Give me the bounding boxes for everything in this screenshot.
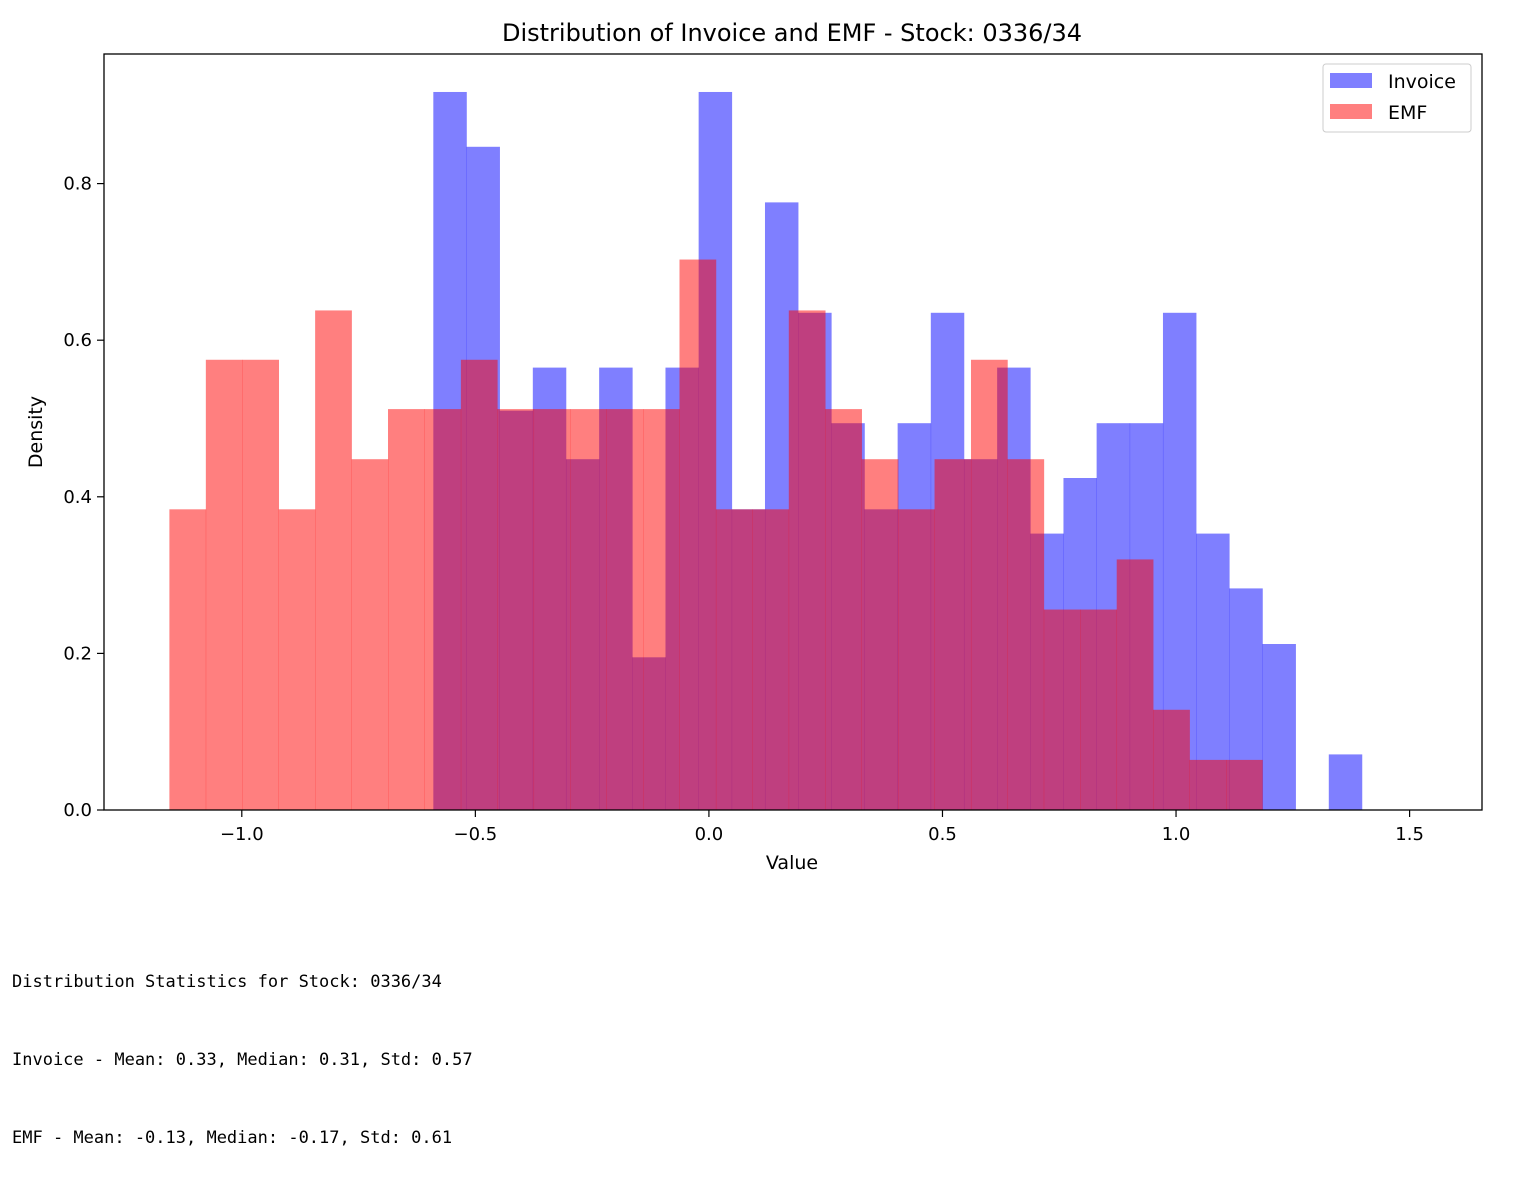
emf-bar bbox=[388, 409, 425, 810]
legend-label-emf: EMF bbox=[1388, 102, 1427, 124]
y-tick-label: 0.0 bbox=[63, 800, 92, 821]
y-tick-label: 0.6 bbox=[63, 330, 92, 351]
x-tick-label: 1.5 bbox=[1395, 824, 1424, 845]
emf-bar bbox=[497, 409, 535, 810]
y-axis-label: Density bbox=[25, 396, 47, 468]
emf-bar bbox=[1153, 709, 1190, 810]
emf-bar bbox=[825, 409, 862, 810]
emf-bar bbox=[1080, 609, 1118, 810]
emf-bar bbox=[460, 359, 498, 810]
stats-emf: EMF - Mean: -0.13, Median: -0.17, Std: 0… bbox=[12, 1128, 453, 1148]
emf-bar bbox=[242, 359, 280, 810]
chart-title: Distribution of Invoice and EMF - Stock:… bbox=[502, 19, 1082, 47]
invoice-bar bbox=[1262, 644, 1296, 810]
emf-bar bbox=[315, 310, 352, 810]
emf-bar bbox=[205, 359, 243, 810]
emf-bar bbox=[606, 409, 644, 810]
emf-bar bbox=[788, 310, 826, 810]
x-axis: −1.0 −0.5 0.0 0.5 1.0 1.5 bbox=[220, 810, 1424, 845]
emf-bar bbox=[169, 509, 207, 810]
x-tick-label: 1.0 bbox=[1162, 824, 1191, 845]
emf-bar bbox=[898, 509, 935, 810]
y-tick-label: 0.4 bbox=[63, 487, 92, 508]
emf-bar bbox=[934, 459, 972, 810]
emf-bar bbox=[715, 509, 753, 810]
emf-bars bbox=[169, 259, 1263, 811]
invoice-bar bbox=[1328, 754, 1363, 810]
emf-bar bbox=[1226, 759, 1263, 810]
emf-bar bbox=[1116, 559, 1154, 810]
stats-invoice: Invoice - Mean: 0.33, Median: 0.31, Std:… bbox=[12, 1050, 473, 1070]
legend-swatch-emf bbox=[1330, 104, 1372, 119]
statistics-output: Distribution Statistics for Stock: 0336/… bbox=[12, 917, 473, 1177]
plot-frame bbox=[103, 53, 1483, 811]
emf-bar bbox=[861, 459, 899, 810]
stats-heading: Distribution Statistics for Stock: 0336/… bbox=[12, 972, 442, 992]
legend-label-invoice: Invoice bbox=[1388, 71, 1456, 93]
emf-bar bbox=[752, 509, 790, 810]
emf-bar bbox=[424, 409, 462, 810]
y-tick-label: 0.8 bbox=[63, 174, 92, 195]
emf-bar bbox=[643, 409, 680, 810]
emf-bar bbox=[1007, 459, 1045, 810]
emf-bar bbox=[1189, 759, 1227, 810]
legend-swatch-invoice bbox=[1330, 73, 1372, 88]
emf-bar bbox=[533, 409, 571, 810]
emf-bar bbox=[278, 509, 316, 810]
emf-bar bbox=[351, 459, 389, 810]
x-tick-label: −1.0 bbox=[220, 824, 264, 845]
legend: Invoice EMF bbox=[1322, 63, 1472, 133]
emf-bar bbox=[970, 359, 1008, 810]
emf-bar bbox=[1043, 609, 1081, 810]
emf-bar bbox=[570, 409, 607, 810]
emf-bar bbox=[679, 259, 717, 811]
x-tick-label: 0.0 bbox=[695, 824, 724, 845]
x-tick-label: 0.5 bbox=[928, 824, 957, 845]
x-tick-label: −0.5 bbox=[453, 824, 497, 845]
y-tick-label: 0.2 bbox=[63, 643, 92, 664]
x-axis-label: Value bbox=[766, 852, 818, 874]
histogram-chart: Distribution of Invoice and EMF - Stock:… bbox=[25, 19, 1483, 874]
y-axis: 0.0 0.2 0.4 0.6 0.8 bbox=[63, 174, 104, 821]
